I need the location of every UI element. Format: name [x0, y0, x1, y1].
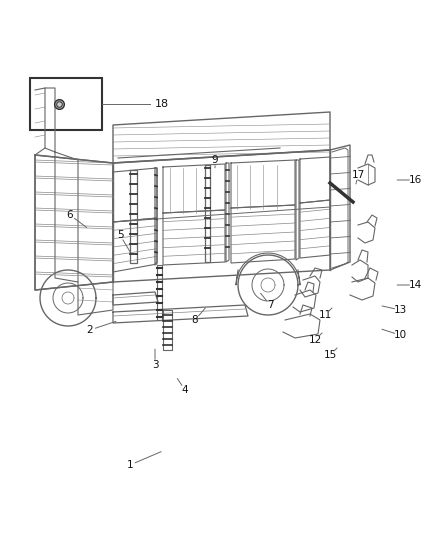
Text: 7: 7: [267, 300, 273, 310]
Text: 5: 5: [117, 230, 124, 240]
Text: 10: 10: [393, 330, 406, 340]
Text: 9: 9: [212, 155, 218, 165]
Text: 15: 15: [323, 350, 337, 360]
Text: 3: 3: [152, 360, 158, 370]
Text: 14: 14: [408, 280, 422, 290]
Text: 12: 12: [308, 335, 321, 345]
Text: 1: 1: [127, 460, 133, 470]
Text: 11: 11: [318, 310, 332, 320]
Text: 16: 16: [408, 175, 422, 185]
Text: 6: 6: [67, 210, 73, 220]
Text: 2: 2: [87, 325, 93, 335]
Text: 8: 8: [192, 315, 198, 325]
Text: 17: 17: [351, 170, 364, 180]
Text: 18: 18: [155, 99, 169, 109]
Text: 4: 4: [182, 385, 188, 395]
FancyBboxPatch shape: [30, 78, 102, 130]
Text: 13: 13: [393, 305, 406, 315]
